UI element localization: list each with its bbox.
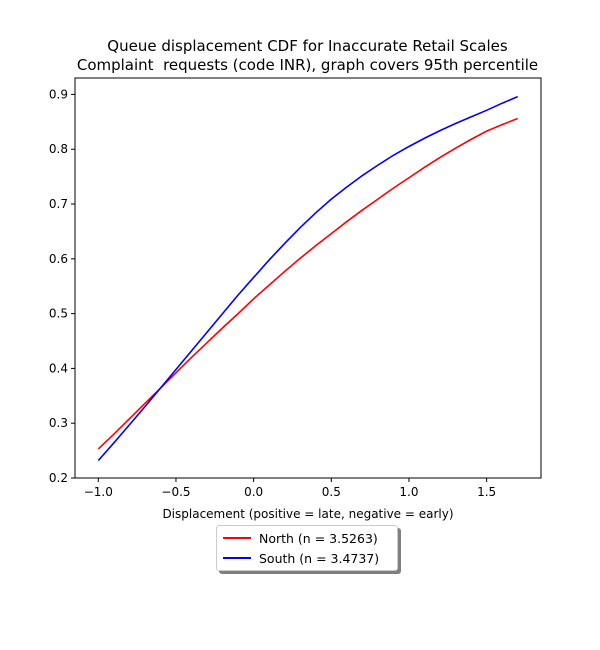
- plot-frame: [74, 77, 542, 479]
- y-tick-label: 0.2: [49, 471, 68, 485]
- y-tick-label: 0.8: [49, 142, 68, 156]
- x-axis-label: Displacement (positive = late, negative …: [162, 507, 453, 521]
- legend-entry-north: North (n = 3.5263): [223, 528, 378, 548]
- x-tick-label: −1.0: [84, 485, 113, 499]
- legend: North (n = 3.5263) South (n = 3.4737): [216, 525, 398, 571]
- series-line-south: [97, 95, 519, 462]
- y-axis: 0.2 0.3 0.4 0.5 0.6 0.7 0.8 0.9: [49, 87, 75, 485]
- y-tick-label: 0.7: [49, 197, 68, 211]
- legend-swatch-north: [223, 537, 251, 539]
- legend-entry-south: South (n = 3.4737): [223, 548, 379, 568]
- y-tick-label: 0.6: [49, 252, 68, 266]
- legend-swatch-south: [223, 557, 251, 559]
- x-tick-label: 1.0: [399, 485, 418, 499]
- chart-subtitle: Complaint requests (code INR), graph cov…: [76, 56, 539, 74]
- x-tick-label: 1.5: [477, 485, 496, 499]
- x-tick-label: 0.5: [322, 485, 341, 499]
- chart-title: Queue displacement CDF for Inaccurate Re…: [107, 37, 508, 55]
- series-layer: [97, 95, 519, 462]
- legend-label-north: North (n = 3.5263): [259, 530, 378, 546]
- x-tick-label: −0.5: [161, 485, 190, 499]
- y-tick-label: 0.5: [49, 307, 68, 321]
- legend-label-south: South (n = 3.4737): [259, 550, 380, 566]
- y-tick-label: 0.9: [49, 87, 68, 101]
- x-axis: −1.0 −0.5 0.0 0.5 1.0 1.5: [84, 478, 496, 499]
- series-line-north: [97, 117, 518, 450]
- x-tick-label: 0.0: [244, 485, 263, 499]
- y-tick-label: 0.3: [49, 416, 68, 430]
- y-tick-label: 0.4: [49, 361, 68, 375]
